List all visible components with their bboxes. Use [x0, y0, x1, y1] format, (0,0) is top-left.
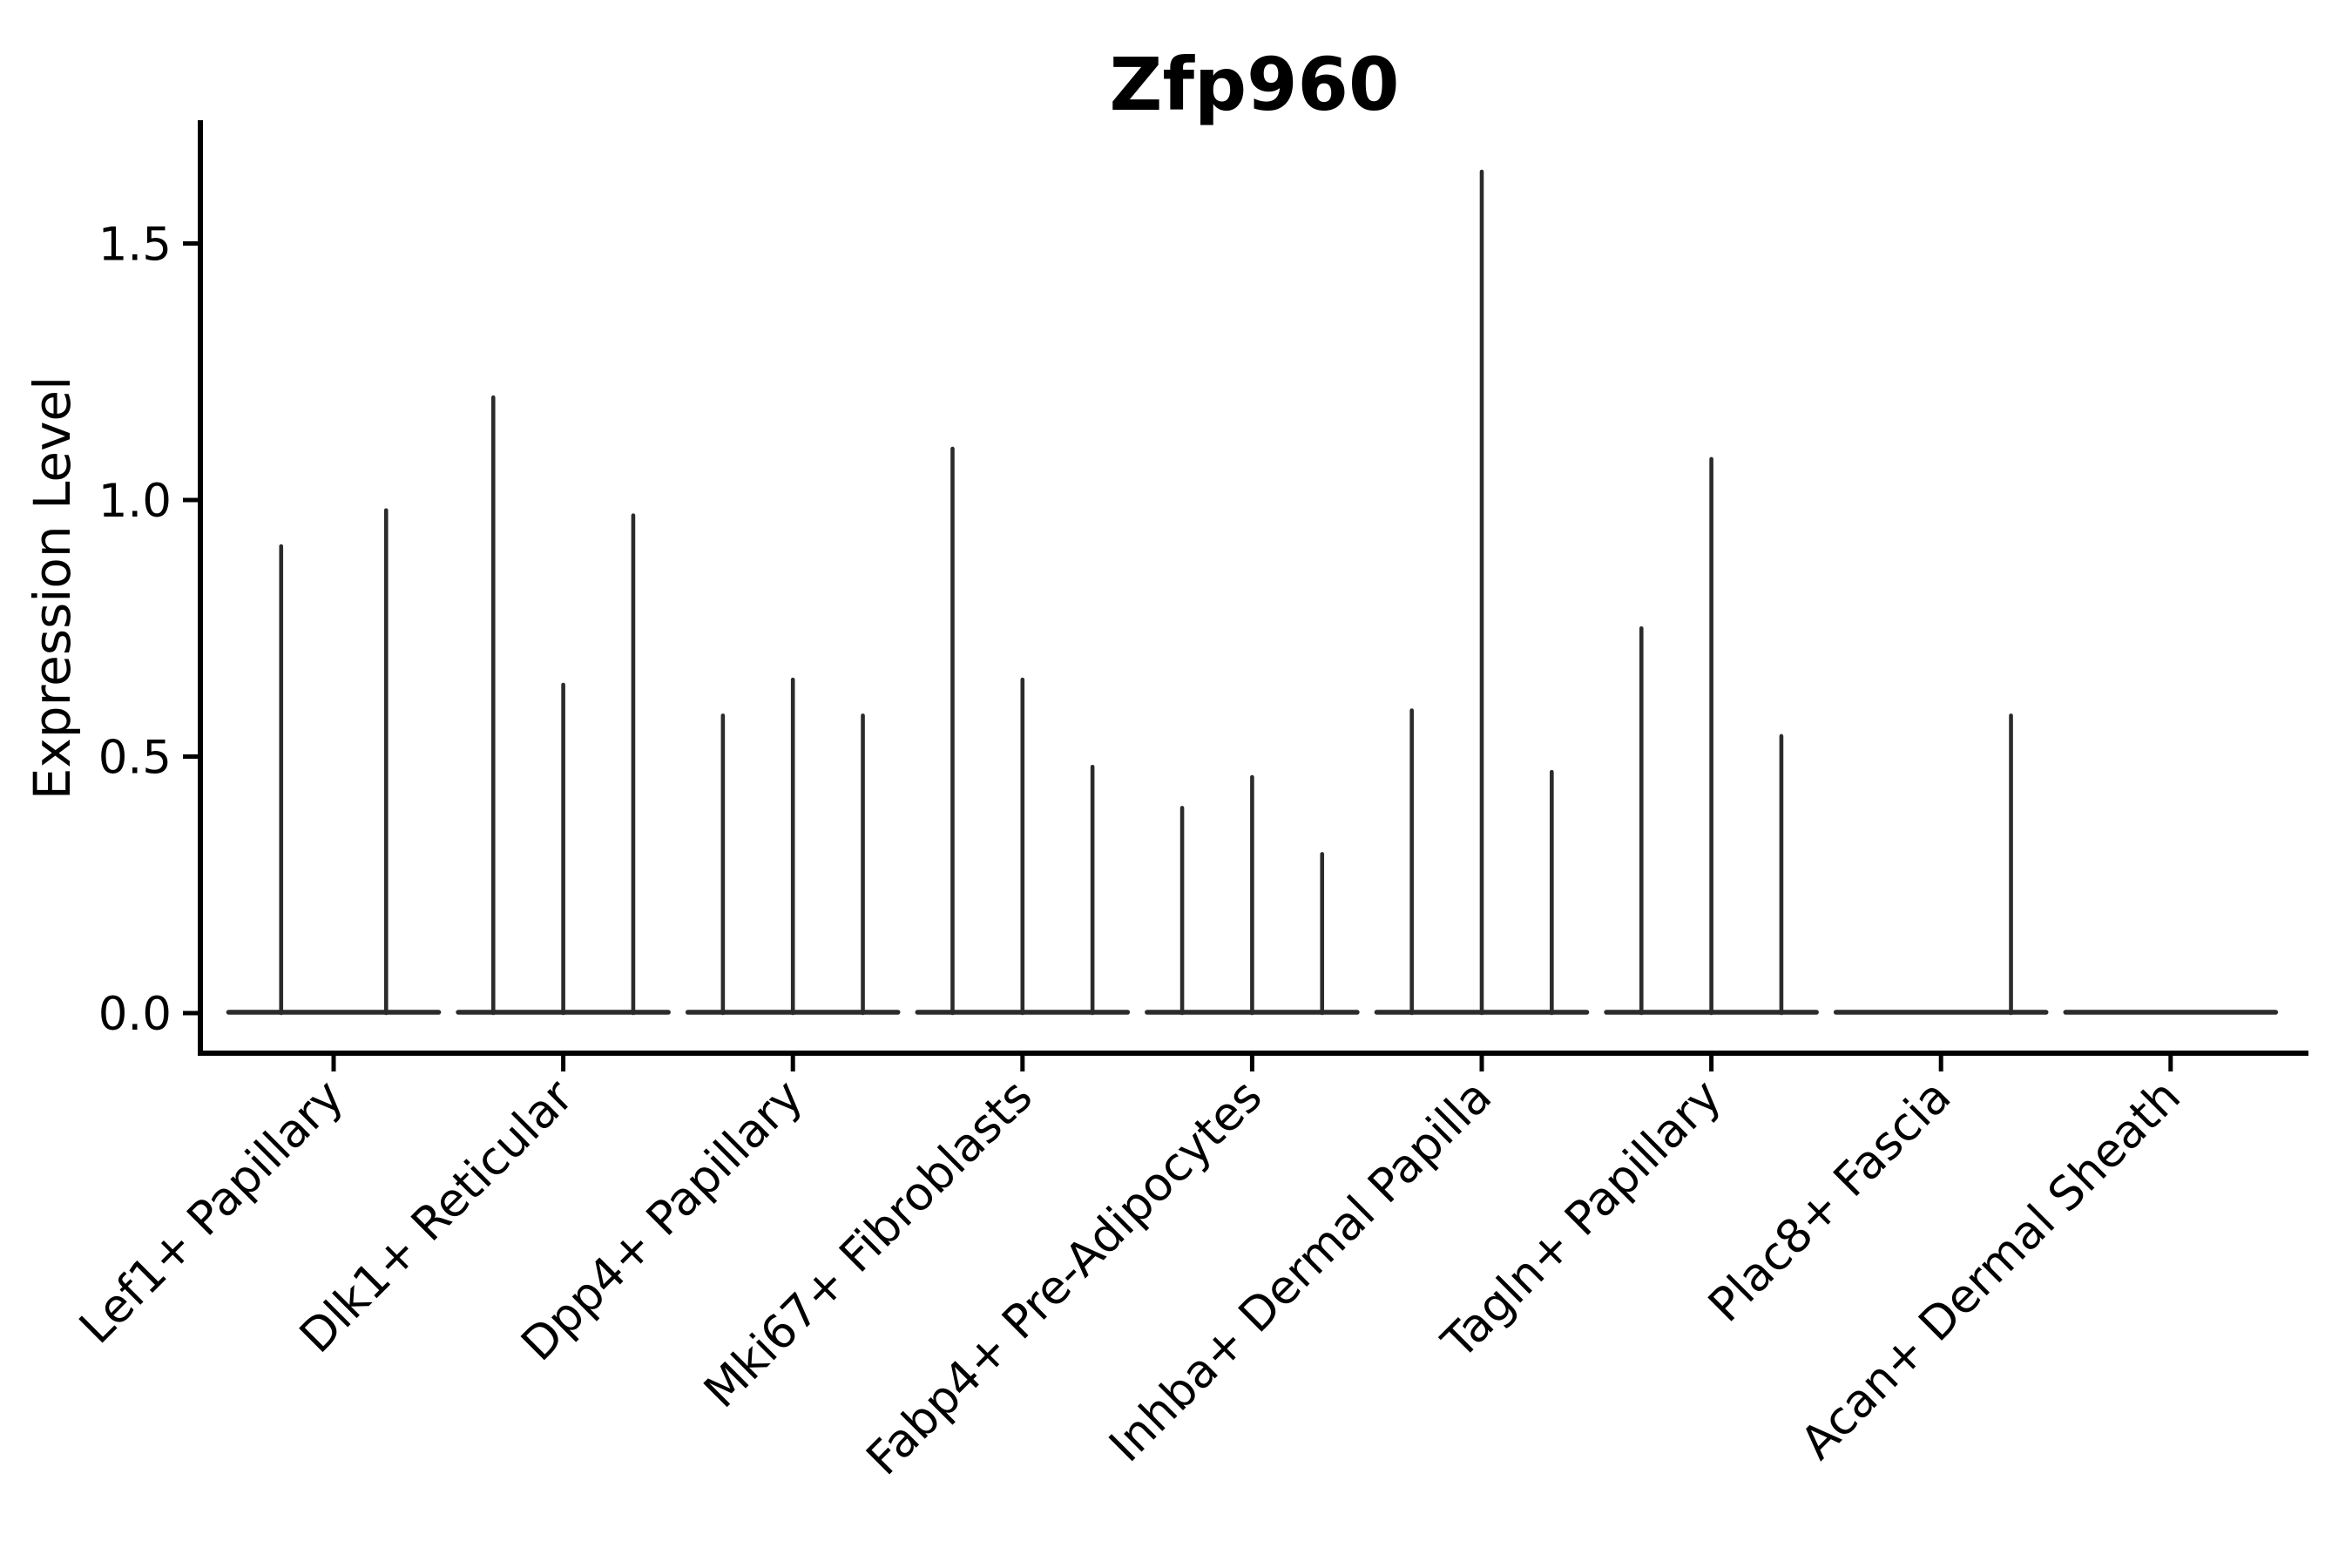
y-axis-label: Expression Level	[23, 376, 82, 800]
ticks-layer	[183, 241, 2173, 1071]
y-tick-label: 0.0	[98, 988, 172, 1041]
x-tick-label: Plac8+ Fascia	[1699, 1070, 1961, 1332]
y-tick-label: 1.0	[98, 475, 172, 528]
x-tick-label: Acan+ Dermal Sheath	[1791, 1070, 2191, 1470]
violins-layer	[226, 169, 2279, 1016]
axes-layer	[198, 120, 2308, 1056]
y-tick-label: 1.5	[98, 219, 172, 272]
x-tick-label: Fabp4+ Pre-Adipocytes	[856, 1070, 1272, 1485]
x-tick-label: Inhba+ Dermal Papilla	[1099, 1070, 1502, 1472]
y-tick-label: 0.5	[98, 732, 172, 785]
plot-title: Zfp960	[1110, 42, 1400, 127]
